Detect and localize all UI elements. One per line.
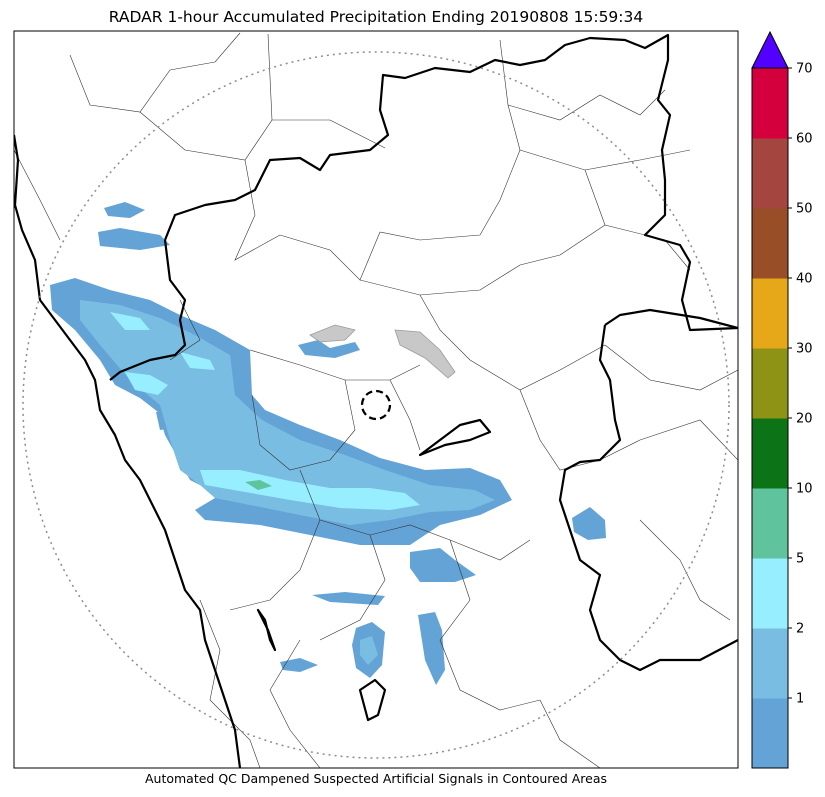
- coastline: [14, 134, 242, 768]
- precip-core-2: [200, 470, 420, 510]
- colorbar-tick-label: 5: [796, 552, 804, 567]
- colorbar-tick-label: 50: [796, 202, 813, 217]
- colorbar-segment: [752, 208, 788, 279]
- radar-range-ring: [22, 51, 730, 759]
- chart-title: RADAR 1-hour Accumulated Precipitation E…: [108, 8, 644, 26]
- colorbar-segment: [752, 698, 788, 769]
- colorbar-tick-label: 2: [796, 622, 804, 637]
- footnote: Automated QC Dampened Suspected Artifici…: [144, 771, 608, 786]
- district-boundaries: [14, 32, 738, 768]
- colorbar-segment: [752, 68, 788, 139]
- colorbar-segment: [752, 138, 788, 209]
- colorbar-tick-label: 20: [796, 412, 813, 427]
- artificial-signal-2: [394, 329, 456, 379]
- southwest-enclave: [256, 608, 277, 652]
- eastern-state-line: [558, 324, 738, 672]
- colorbar-segment: [752, 628, 788, 699]
- colorbar-tick-label: 70: [796, 62, 813, 77]
- precipitation-layer: [50, 202, 606, 685]
- precip-cell-south-a-inner: [360, 636, 378, 665]
- precip-core-4: [180, 352, 215, 370]
- precip-core-3: [110, 312, 150, 330]
- precip-core-1: [125, 372, 168, 395]
- precip-band-nw: [104, 202, 145, 218]
- colorbar-segment: [752, 558, 788, 629]
- precip-band-south-1: [410, 548, 476, 582]
- precip-band-west: [98, 228, 170, 250]
- precip-cell-north: [298, 340, 360, 358]
- precip-cell-south-b: [418, 612, 445, 685]
- southern-enclave: [358, 678, 387, 722]
- colorbar-segment: [752, 348, 788, 419]
- northern-state-line: [163, 33, 738, 332]
- eastern-state-line-2: [604, 308, 738, 330]
- colorbar-extend-arrow: [751, 30, 789, 69]
- colorbar: 1 2 5 10 20 30 40 50 60 70: [751, 30, 813, 769]
- colorbar-tick-label: 60: [796, 132, 813, 147]
- artificial-signal-1: [309, 324, 356, 343]
- colorbar-tick-label: 1: [796, 692, 804, 707]
- precip-cell-east: [572, 507, 606, 540]
- colorbar-tick-label: 30: [796, 342, 813, 357]
- precip-cell-south-c: [280, 658, 318, 672]
- map-layers: [14, 32, 738, 768]
- colorbar-tick-label: 40: [796, 272, 813, 287]
- state-boundaries: [14, 33, 738, 768]
- colorbar-segment: [752, 278, 788, 349]
- colorbar-segment: [752, 418, 788, 489]
- precip-band-south-2: [312, 592, 385, 605]
- map-frame: [13, 30, 739, 769]
- enclave-boundary: [418, 418, 492, 457]
- artificial-signal-contours: [309, 324, 456, 379]
- colorbar-tick-label: 10: [796, 482, 813, 497]
- radar-site-marker: [360, 389, 392, 421]
- precip-core-5: [245, 480, 272, 490]
- western-state-line: [109, 239, 187, 381]
- colorbar-segment: [752, 488, 788, 559]
